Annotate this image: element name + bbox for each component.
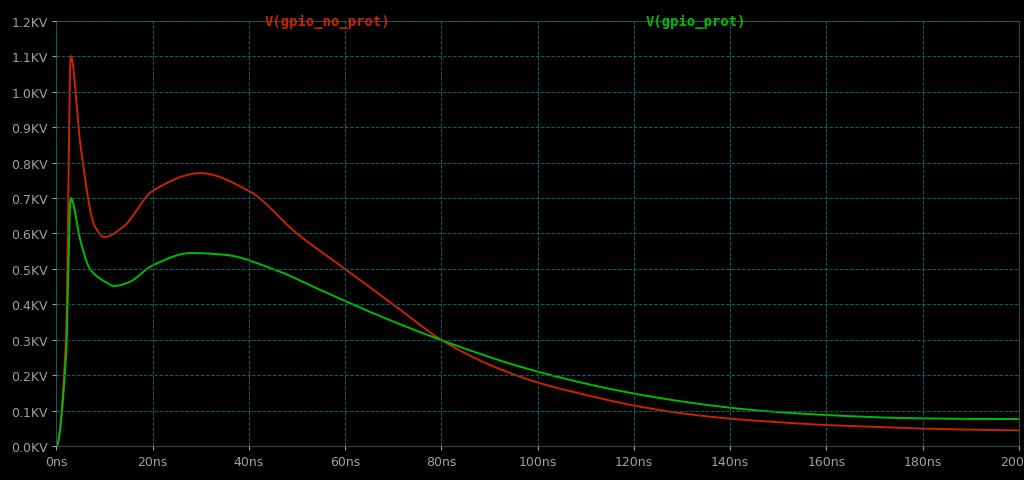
Text: V(gpio_no_prot): V(gpio_no_prot) [265,14,390,28]
Text: V(gpio_prot): V(gpio_prot) [646,14,746,28]
